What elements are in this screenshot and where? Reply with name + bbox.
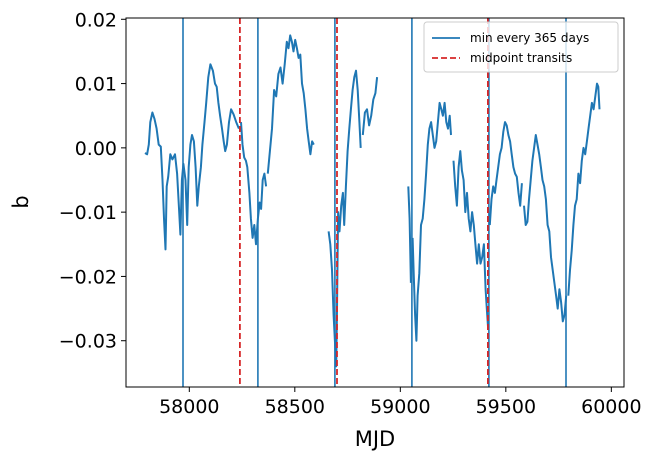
x-tick-label-1: 58500 [265, 396, 325, 418]
x-tick-label-3: 59500 [476, 396, 536, 418]
legend-box [423, 21, 619, 73]
x-axis-label: MJD [355, 427, 395, 451]
data-segment-8 [488, 121, 523, 226]
legend-label-midpoint-transits: midpoint transits [470, 51, 572, 65]
plot-marks [144, 18, 601, 387]
data-segment-4 [361, 76, 379, 136]
plot-frame [125, 17, 625, 388]
x-axis: 58000 58500 59000 59500 60000 [159, 387, 642, 418]
x-tick-label-4: 60000 [581, 396, 641, 418]
y-tick-label-1: −0.02 [59, 266, 117, 288]
data-segment-1 [240, 122, 268, 246]
data-segment-9 [523, 134, 568, 323]
y-tick-label-3: 0.00 [75, 138, 117, 160]
y-tick-label-0: −0.03 [59, 331, 117, 353]
data-segment-2 [266, 34, 315, 174]
data-segment-0 [144, 63, 240, 251]
y-axis-label: b [9, 195, 33, 208]
y-axis: −0.03 −0.02 −0.01 0.00 0.01 0.02 [59, 9, 126, 353]
data-segment-5 [407, 186, 412, 283]
data-segment-10 [567, 82, 601, 296]
y-tick-label-2: −0.01 [59, 202, 117, 224]
data-segment-6 [411, 101, 452, 342]
y-tick-label-4: 0.01 [75, 74, 117, 96]
legend-label-min-every-365-days: min every 365 days [470, 31, 589, 45]
x-tick-label-2: 59000 [370, 396, 430, 418]
x-tick-label-0: 58000 [159, 396, 219, 418]
legend: min every 365 days midpoint transits [423, 21, 619, 73]
data-segment-3 [327, 69, 362, 368]
y-tick-label-5: 0.02 [75, 9, 117, 31]
data-segment-7 [452, 150, 490, 328]
